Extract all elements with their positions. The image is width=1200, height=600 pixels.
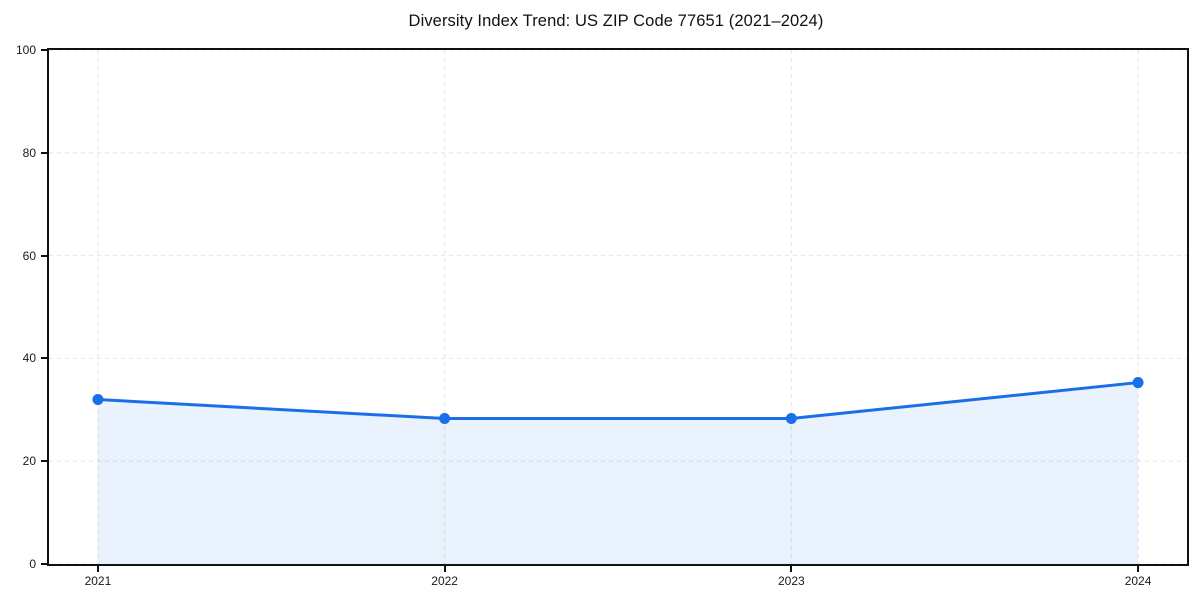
y-axis-tick-label: 100 [15, 43, 36, 57]
y-axis-tick-mark [41, 357, 47, 360]
chart-title: Diversity Index Trend: US ZIP Code 77651… [408, 12, 824, 30]
x-axis-tick-label: 2023 [777, 574, 805, 588]
y-axis-tick-mark [41, 563, 47, 565]
plot-area [47, 48, 1189, 566]
x-axis-tick-label: 2024 [1124, 574, 1152, 588]
x-axis-tick-mark [1137, 566, 1140, 572]
y-axis-tick-mark [41, 254, 47, 257]
x-axis-tick-mark [443, 566, 446, 572]
series-line [96, 381, 1140, 421]
series-area-fill [97, 382, 1139, 564]
x-axis-tick-label: 2022 [431, 574, 458, 588]
data-point-marker [1132, 377, 1144, 389]
data-point-marker [439, 413, 451, 425]
data-point-marker [92, 394, 104, 406]
y-axis-tick-mark [41, 151, 47, 154]
y-axis-tick-label: 60 [22, 248, 36, 263]
y-axis-tick-label: 20 [22, 454, 36, 469]
x-axis-tick-mark [790, 566, 793, 572]
x-axis-tick-mark [96, 566, 99, 572]
y-axis-tick-label: 80 [22, 145, 36, 160]
y-axis-tick-mark [41, 49, 47, 51]
y-axis-tick-mark [41, 460, 47, 463]
x-axis-tick-label: 2021 [84, 574, 112, 588]
y-axis-tick-label: 40 [22, 351, 36, 366]
line-area-chart [49, 50, 1187, 564]
y-axis-tick-label: 0 [29, 557, 36, 571]
data-point-marker [785, 413, 797, 425]
